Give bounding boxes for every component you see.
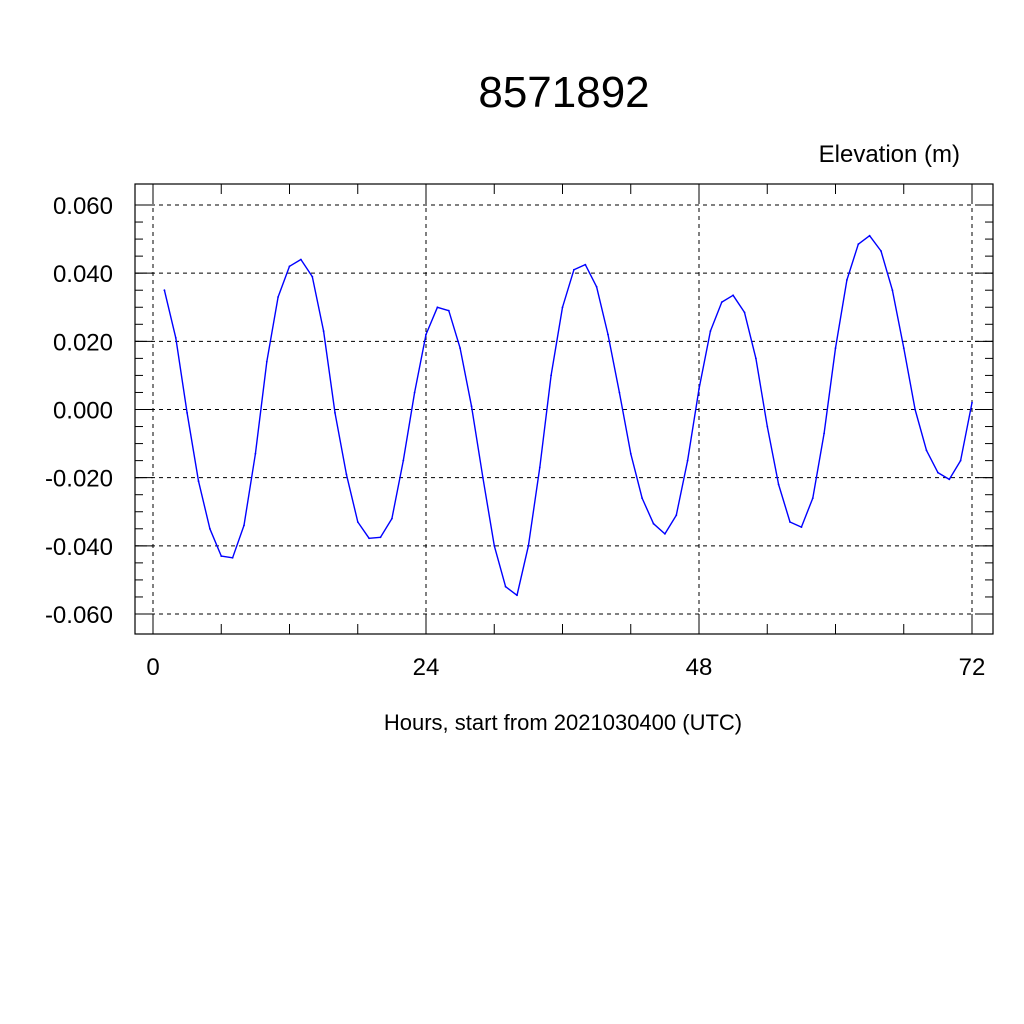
data-point (618, 391, 621, 394)
data-point (686, 459, 689, 462)
data-point (925, 449, 928, 452)
series-line (163, 234, 973, 596)
y-tick-label: 0.000 (53, 398, 113, 425)
data-point (766, 425, 769, 428)
data-point (470, 405, 473, 407)
data-point (254, 452, 257, 455)
x-tick-label: 48 (686, 654, 713, 681)
data-point (197, 480, 200, 482)
data-point (425, 333, 427, 336)
chart-subtitle: Elevation (m) (819, 141, 960, 168)
data-point (846, 279, 848, 281)
data-point (629, 452, 632, 455)
data-point (595, 285, 598, 288)
data-point (709, 330, 712, 332)
data-point (243, 524, 245, 527)
series-layer (163, 234, 973, 597)
data-point (857, 243, 860, 246)
data-point (356, 521, 359, 523)
grid-lines (135, 184, 993, 634)
data-point (777, 483, 780, 486)
data-point (732, 294, 734, 297)
data-point (391, 517, 393, 520)
data-point (265, 360, 268, 363)
data-point (675, 514, 678, 517)
y-tick-labels: 0.060 0.040 0.020 0.000 -0.020 -0.040 -0.060 (45, 193, 113, 629)
data-point (288, 265, 291, 268)
data-point (937, 471, 939, 474)
data-point (811, 497, 814, 499)
x-tick-label: 72 (959, 654, 986, 681)
data-point (436, 306, 439, 309)
data-point (538, 466, 541, 469)
data-point (504, 585, 507, 588)
data-point (220, 555, 223, 557)
data-point (300, 258, 302, 261)
data-point (163, 289, 166, 292)
data-point (482, 476, 484, 479)
data-point (948, 478, 951, 481)
data-point (368, 537, 370, 540)
data-point (311, 275, 314, 278)
data-point (277, 296, 279, 298)
data-point (607, 333, 609, 336)
x-axis-label: Hours, start from 2021030400 (UTC) (384, 710, 742, 735)
y-tick-label: -0.060 (45, 602, 113, 629)
data-point (664, 533, 666, 535)
data-point (322, 330, 325, 332)
data-point (789, 521, 791, 523)
data-point (209, 527, 211, 530)
data-point (823, 432, 825, 435)
data-point (971, 401, 973, 404)
data-point (573, 268, 575, 271)
data-point (447, 309, 450, 312)
data-point (914, 408, 916, 411)
chart-title: 8571892 (478, 68, 649, 117)
data-point (459, 347, 461, 349)
data-point (959, 459, 962, 462)
data-point (891, 289, 894, 292)
data-point (550, 374, 552, 377)
data-point (231, 556, 234, 559)
data-point (413, 391, 416, 394)
data-point (334, 412, 336, 414)
y-tick-label: 0.020 (53, 329, 113, 356)
data-point (584, 263, 587, 266)
y-tick-label: 0.060 (53, 193, 113, 220)
data-point (720, 301, 723, 303)
data-point (379, 536, 382, 539)
plot-frame (134, 183, 994, 635)
data-point (698, 388, 700, 390)
x-tick-labels: 0 24 48 72 (146, 654, 985, 681)
data-point (652, 522, 655, 525)
data-point (880, 250, 882, 252)
data-point (868, 234, 871, 237)
y-tick-label: -0.040 (45, 534, 113, 561)
data-point (641, 497, 643, 499)
data-point (755, 357, 757, 360)
data-point (516, 594, 518, 597)
x-tick-label: 24 (413, 654, 440, 681)
y-tick-label: -0.020 (45, 466, 113, 493)
data-point (800, 526, 803, 528)
y-tick-label: 0.040 (53, 261, 113, 288)
data-point (186, 412, 189, 414)
data-point (174, 337, 177, 339)
data-point (561, 306, 564, 309)
data-point (902, 347, 905, 349)
x-tick-label: 0 (146, 654, 159, 681)
data-point (493, 544, 496, 547)
data-point (834, 347, 837, 349)
data-point (743, 311, 746, 314)
data-point (345, 473, 348, 476)
data-point (402, 459, 405, 462)
data-point (527, 544, 530, 547)
axis-ticks (135, 184, 993, 634)
